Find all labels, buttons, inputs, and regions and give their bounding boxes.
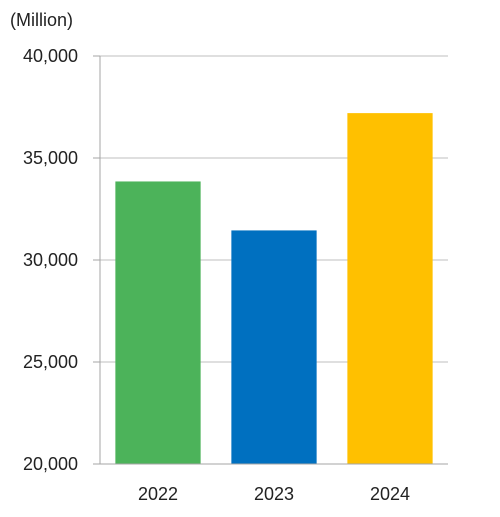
y-axis-unit-label: (Million)	[10, 10, 73, 30]
y-tick-label: 20,000	[23, 454, 78, 474]
x-tick-label: 2022	[138, 484, 178, 504]
bar-2023	[231, 230, 317, 464]
y-tick-label: 35,000	[23, 148, 78, 168]
y-tick-labels: 20,000 25,000 30,000 35,000 40,000	[23, 46, 78, 474]
axes	[93, 55, 448, 465]
bar-2024	[347, 113, 433, 465]
y-tick-label: 30,000	[23, 250, 78, 270]
x-tick-labels: 2022 2023 2024	[138, 484, 410, 504]
x-tick-label: 2023	[254, 484, 294, 504]
y-tick-label: 25,000	[23, 352, 78, 372]
x-tick-label: 2024	[370, 484, 410, 504]
bar-2022	[115, 181, 201, 464]
bars	[115, 113, 433, 465]
y-tick-label: 40,000	[23, 46, 78, 66]
